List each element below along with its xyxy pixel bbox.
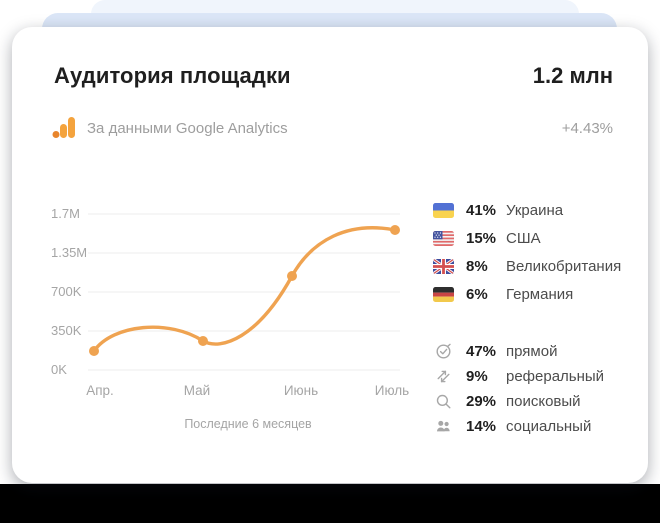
source-percent: 47%	[466, 342, 497, 360]
country-percent: 41%	[466, 201, 497, 219]
chart-caption: Последние 6 месяцев	[184, 417, 312, 431]
source-label: социальный	[506, 417, 592, 435]
x-axis-ticks: Апр. Май Июнь Июль	[86, 383, 409, 398]
source-percent: 9%	[466, 367, 488, 385]
countries-breakdown: 41% Украина	[433, 199, 621, 305]
x-tick: Май	[184, 383, 210, 398]
source-row-direct: 47% прямой	[433, 341, 604, 361]
country-row-usa: 15% США	[433, 227, 621, 249]
data-point-jul[interactable]	[390, 225, 400, 235]
card-title: Аудитория площадки	[54, 63, 291, 88]
data-point-apr[interactable]	[89, 346, 99, 356]
referral-arrows-icon	[437, 370, 450, 382]
country-label: Великобритания	[506, 257, 622, 275]
y-tick: 700K	[51, 284, 82, 299]
data-source-caption: За данными Google Analytics	[87, 119, 288, 137]
chart-gridlines	[88, 213, 400, 371]
x-tick: Апр.	[86, 383, 114, 398]
source-row-search: 29% поисковый	[433, 391, 604, 411]
audience-line-chart: 1.7M 1.35M 700K 350K 0K Апр. Май Июнь Ию…	[51, 206, 409, 398]
change-percent: +4.43%	[561, 119, 613, 137]
country-row-uk: 8% Великобритания	[433, 255, 621, 277]
y-tick: 1.7M	[51, 206, 80, 221]
card-subheader: За данными Google Analytics +4.43%	[52, 113, 613, 143]
country-row-ukraine: 41% Украина	[433, 199, 621, 221]
y-tick: 350K	[51, 323, 82, 338]
people-icon	[437, 420, 450, 431]
source-label: прямой	[506, 342, 558, 360]
audience-total-value: 1.2 млн	[532, 63, 613, 88]
source-percent: 14%	[466, 417, 497, 435]
country-percent: 8%	[466, 257, 488, 275]
y-tick: 1.35M	[51, 245, 87, 260]
flag-ukraine-icon	[433, 202, 454, 218]
source-percent: 29%	[466, 392, 497, 410]
x-tick: Июнь	[284, 383, 318, 398]
y-axis-ticks: 1.7M 1.35M 700K 350K 0K	[51, 206, 87, 377]
target-icon	[436, 343, 451, 359]
source-row-social: 14% социальный	[433, 416, 604, 436]
source-label: реферальный	[506, 367, 605, 385]
country-label: Германия	[506, 285, 574, 303]
source-label: поисковый	[506, 392, 581, 410]
traffic-sources-breakdown: 47% прямой 9% реферальный	[433, 341, 604, 436]
country-label: США	[506, 229, 541, 247]
x-tick: Июль	[375, 383, 409, 398]
data-point-jun[interactable]	[287, 271, 297, 281]
audience-card: Аудитория площадки 1.2 млн За данными Go…	[12, 27, 648, 483]
google-analytics-icon	[52, 117, 75, 138]
source-row-referral: 9% реферальный	[433, 366, 604, 386]
country-label: Украина	[506, 201, 564, 219]
flag-usa-icon	[433, 230, 454, 246]
flag-uk-icon	[433, 258, 454, 274]
flag-germany-icon	[433, 286, 454, 302]
y-tick: 0K	[51, 362, 67, 377]
country-percent: 6%	[466, 285, 488, 303]
data-points	[89, 225, 400, 356]
country-row-germany: 6% Германия	[433, 283, 621, 305]
card-header: Аудитория площадки 1.2 млн	[54, 63, 613, 89]
bottom-dark-band	[0, 484, 660, 523]
country-percent: 15%	[466, 229, 497, 247]
audience-series-line	[92, 226, 397, 353]
search-icon	[436, 394, 451, 408]
data-point-may[interactable]	[198, 336, 208, 346]
